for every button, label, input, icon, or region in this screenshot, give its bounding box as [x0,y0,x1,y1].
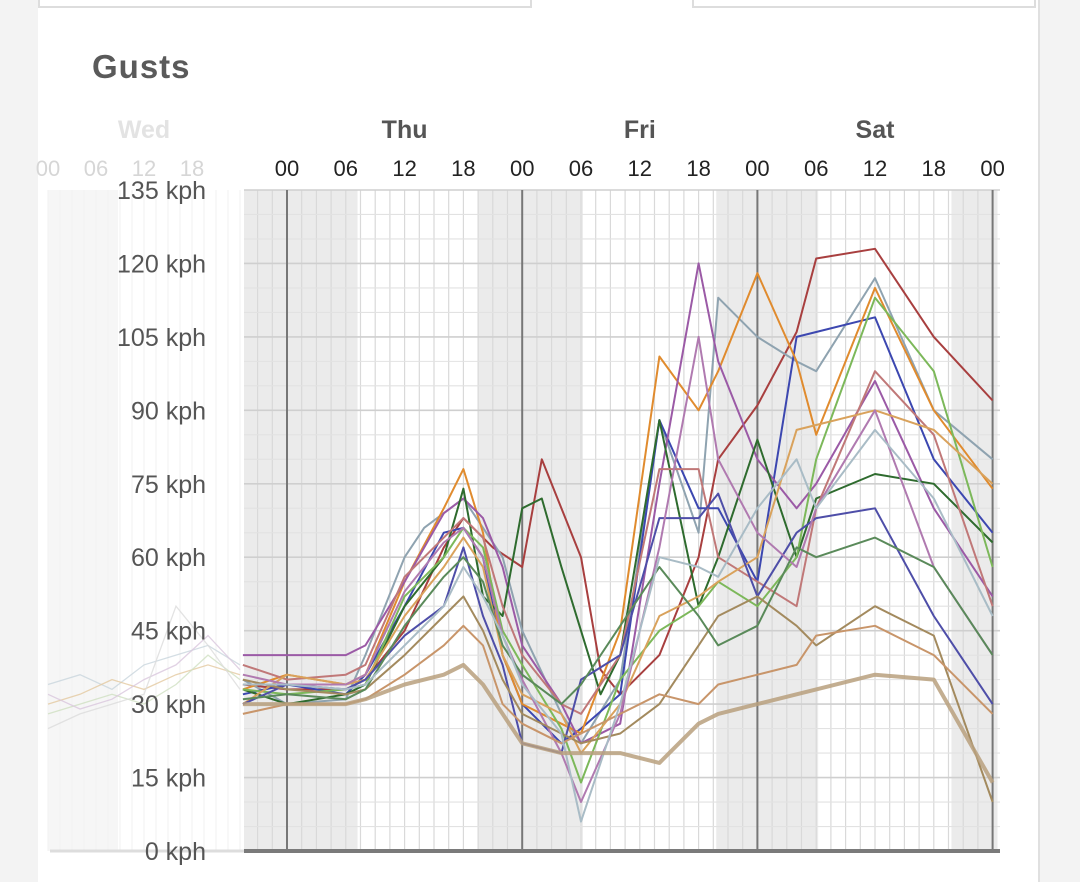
history-lines [47,190,241,851]
previous-card-left [38,0,532,8]
hour-label: 06 [569,156,593,181]
history-line-history-2 [47,664,241,705]
history-line-history-3 [47,654,241,715]
hour-label: 12 [392,156,416,181]
series-line-member-13 [242,536,994,706]
y-tick-label: 120 kph [117,250,206,278]
hour-label: 06 [804,156,828,181]
series-line-member-4 [242,272,994,735]
hour-label: 18 [922,156,946,181]
y-tick-label: 105 kph [117,324,206,352]
history-line-history-4 [47,634,241,710]
history-line-history-5 [47,604,241,730]
day-label: Thu [382,116,428,144]
series-line-member-9 [242,409,994,755]
hour-label: 00 [745,156,769,181]
hour-label: 00 [980,156,1004,181]
day-label: Fri [624,116,656,144]
day-label: Wed [118,116,170,144]
series-line-member-14 [242,624,994,745]
series-line-member-5 [242,262,994,745]
hour-label: 00 [510,156,534,181]
history-hour-label: 06 [84,156,108,181]
axis-labels: 0 kph 15 kph 30 kph 45 kph 60 kph 75 kph 90 kp… [36,116,1005,866]
hour-label: 00 [275,156,299,181]
y-tick-label: 135 kph [117,177,206,205]
hour-label: 06 [334,156,358,181]
day-label: Sat [856,116,896,144]
y-tick-label: 75 kph [131,471,206,499]
y-tick-label: 15 kph [131,765,206,793]
y-tick-label: 45 kph [131,618,206,646]
hour-label: 18 [686,156,710,181]
series-line-member-8 [242,370,994,715]
card-title: Gusts [92,48,191,85]
history-hour-label: 12 [132,156,156,181]
right-border [1038,0,1040,882]
hour-label: 18 [451,156,475,181]
series-line-member-1 [242,247,994,696]
series-line-member-16 [242,662,995,784]
night-band-4 [951,190,998,851]
series-line-member-6 [242,419,994,706]
previous-card-right [692,0,1036,8]
y-tick-label: 60 kph [131,544,206,572]
series-line-member-15 [242,428,994,823]
hour-label: 12 [628,156,652,181]
forecast-lines [242,247,995,823]
series-line-member-7 [242,296,994,784]
y-tick-label: 90 kph [131,397,206,425]
history-hour-label: 00 [36,156,60,181]
night-band-1 [244,190,358,851]
gridlines [244,189,1000,852]
history-hour-label: 18 [180,156,204,181]
y-tick-label: 0 kph [145,838,206,866]
y-tick-label: 30 kph [131,691,206,719]
hour-label: 12 [863,156,887,181]
